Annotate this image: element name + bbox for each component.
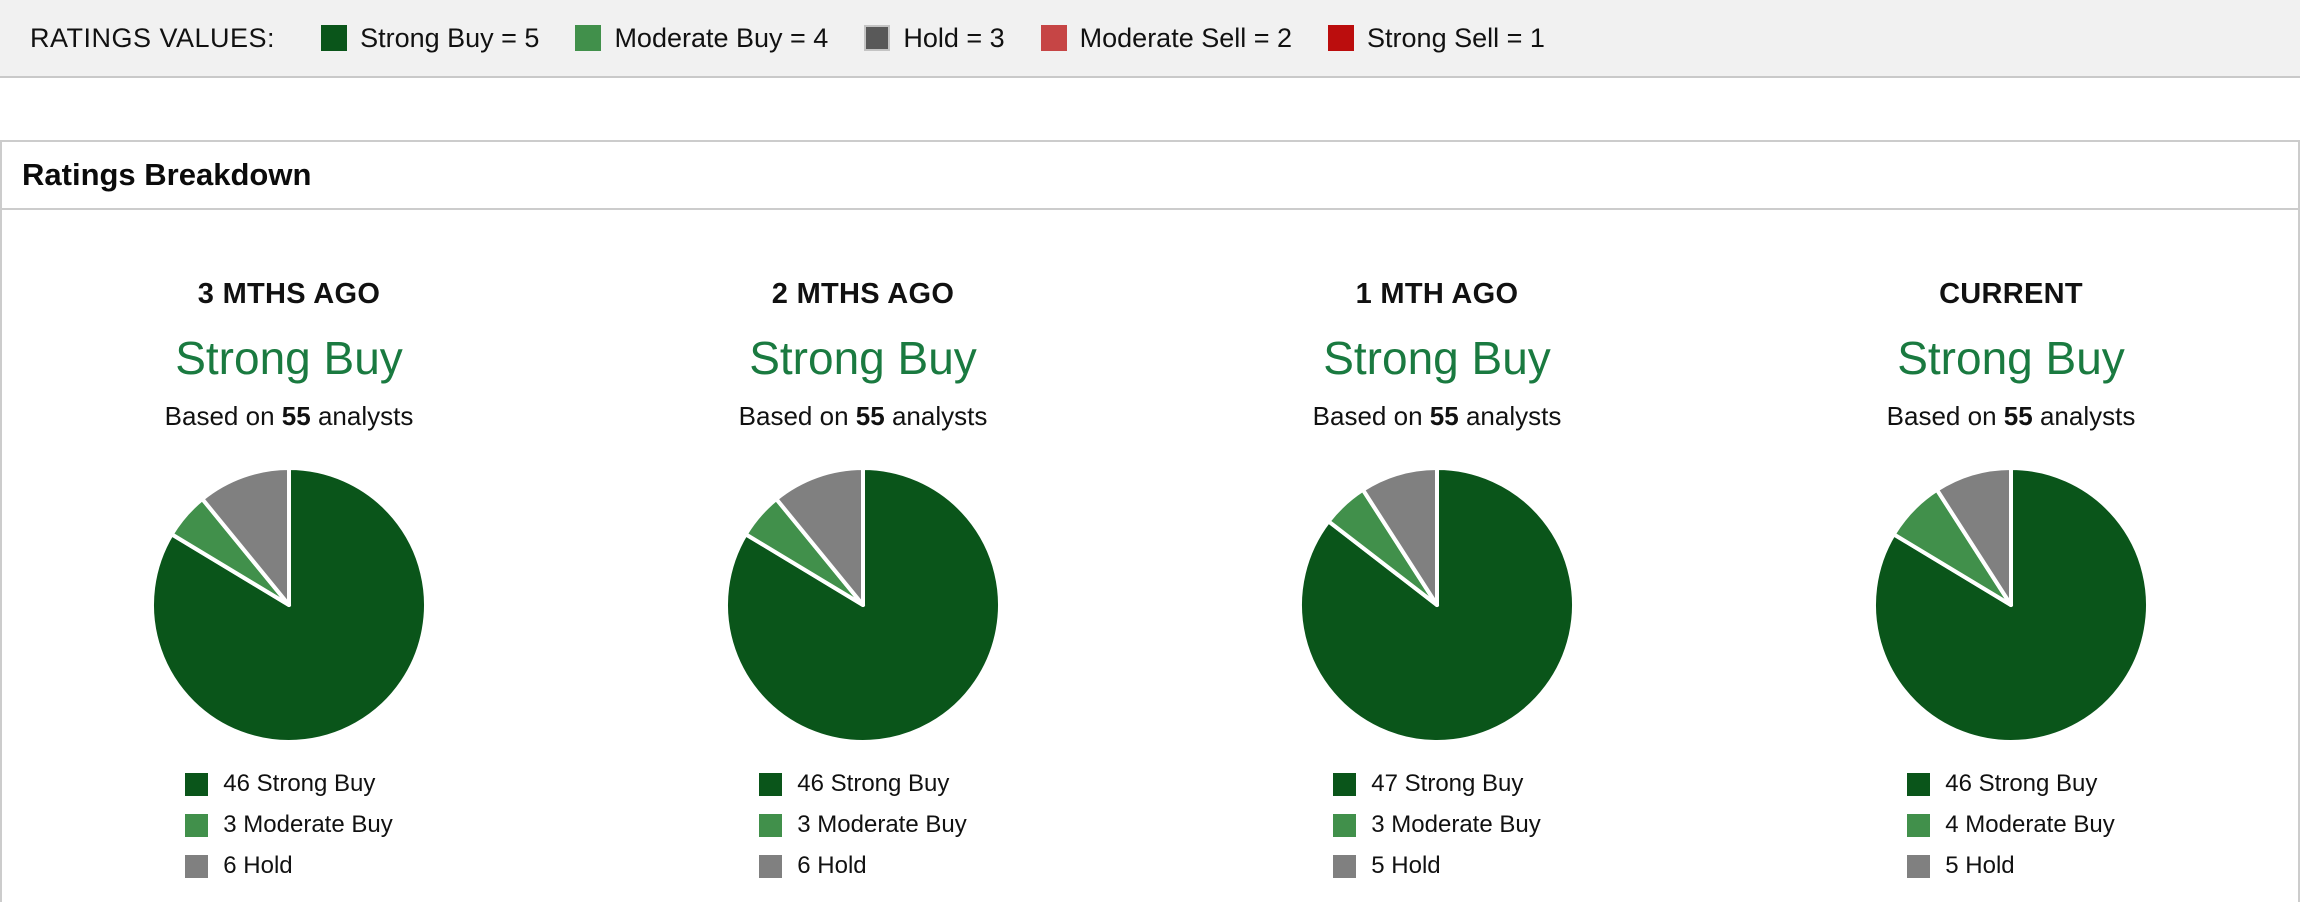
pie-slice-hold xyxy=(1360,466,1439,607)
pie-legend: 46 Strong Buy 3 Moderate Buy 6 Hold xyxy=(185,770,393,893)
rating-value-label: Moderate Buy = 4 xyxy=(614,22,829,53)
pie-slice-hold xyxy=(774,466,865,607)
based-on-prefix: Based on xyxy=(1886,401,1997,431)
rating-color-swatch xyxy=(321,25,348,51)
pie-slice-hold xyxy=(200,466,291,607)
rating-color-swatch xyxy=(1328,25,1355,51)
legend-swatch xyxy=(1333,813,1357,837)
ratings-columns: 3 MTHS AGO Strong Buy Based on 55 analys… xyxy=(2,210,2298,893)
ratings-value-item: Strong Buy = 5 xyxy=(321,23,539,54)
legend-swatch xyxy=(185,772,209,796)
analyst-count: 55 xyxy=(1429,401,1459,431)
ratings-values-bar: RATINGS VALUES: Strong Buy = 5 Moderate B… xyxy=(0,0,2300,78)
rating-color-swatch xyxy=(1040,25,1067,51)
legend-swatch xyxy=(759,854,783,878)
rating-period-column: 1 MTH AGO Strong Buy Based on 55 analyst… xyxy=(1150,278,1724,893)
legend-swatch xyxy=(185,813,209,837)
legend-label: 46 Strong Buy xyxy=(1945,770,2098,797)
based-on-suffix: analysts xyxy=(2039,401,2136,431)
analyst-count-line: Based on 55 analysts xyxy=(739,401,988,432)
panel-header: Ratings Breakdown xyxy=(2,142,2298,210)
rating-value-label: Moderate Sell = 2 xyxy=(1079,22,1293,53)
rating-color-swatch xyxy=(864,25,891,51)
legend-item: 5 Hold xyxy=(1333,852,1441,880)
ratings-pie-chart xyxy=(150,466,428,744)
analyst-count: 55 xyxy=(855,401,885,431)
ratings-value-item: Moderate Buy = 4 xyxy=(575,23,828,54)
legend-label: 5 Hold xyxy=(1945,852,2015,879)
based-on-prefix: Based on xyxy=(1312,401,1423,431)
legend-item: 3 Moderate Buy xyxy=(185,811,393,839)
based-on-suffix: analysts xyxy=(317,401,414,431)
based-on-suffix: analysts xyxy=(891,401,988,431)
legend-item: 4 Moderate Buy xyxy=(1907,811,2115,839)
legend-swatch xyxy=(185,854,209,878)
ratings-value-item: Strong Sell = 1 xyxy=(1328,23,1545,54)
spacer xyxy=(0,78,2300,140)
legend-item: 46 Strong Buy xyxy=(185,770,375,798)
legend-swatch xyxy=(1907,772,1931,796)
rating-value-label: Hold = 3 xyxy=(903,22,1005,53)
consensus-rating: Strong Buy xyxy=(1323,332,1551,384)
consensus-rating: Strong Buy xyxy=(749,332,977,384)
legend-item: 46 Strong Buy xyxy=(759,770,949,798)
ratings-values-legend: Strong Buy = 5 Moderate Buy = 4 Hold = 3 Mo… xyxy=(321,23,1581,54)
pie-legend: 46 Strong Buy 3 Moderate Buy 6 Hold xyxy=(759,770,967,893)
ratings-pie-chart xyxy=(1298,466,1576,744)
ratings-pie-chart xyxy=(724,466,1002,744)
legend-label: 4 Moderate Buy xyxy=(1945,811,2115,838)
analyst-count-line: Based on 55 analysts xyxy=(1313,401,1562,432)
legend-swatch xyxy=(759,772,783,796)
based-on-prefix: Based on xyxy=(164,401,275,431)
legend-label: 3 Moderate Buy xyxy=(1371,811,1541,838)
analyst-count: 55 xyxy=(281,401,311,431)
rating-period-column: 2 MTHS AGO Strong Buy Based on 55 analys… xyxy=(576,278,1150,893)
legend-label: 6 Hold xyxy=(797,852,867,879)
pie-legend: 46 Strong Buy 4 Moderate Buy 5 Hold xyxy=(1907,770,2115,893)
pie-slice-hold xyxy=(1934,466,2013,607)
legend-item: 6 Hold xyxy=(185,852,293,880)
analyst-count-line: Based on 55 analysts xyxy=(1887,401,2136,432)
legend-label: 46 Strong Buy xyxy=(797,770,950,797)
legend-swatch xyxy=(1907,854,1931,878)
legend-swatch xyxy=(1333,772,1357,796)
legend-swatch xyxy=(759,813,783,837)
based-on-prefix: Based on xyxy=(738,401,849,431)
rating-value-label: Strong Sell = 1 xyxy=(1367,22,1545,53)
rating-color-swatch xyxy=(575,25,602,51)
ratings-pie-chart xyxy=(1872,466,2150,744)
legend-label: 46 Strong Buy xyxy=(223,770,376,797)
ratings-value-item: Hold = 3 xyxy=(864,22,1005,54)
legend-label: 47 Strong Buy xyxy=(1371,770,1524,797)
period-title: 3 MTHS AGO xyxy=(197,278,381,310)
legend-label: 3 Moderate Buy xyxy=(797,811,967,838)
legend-label: 6 Hold xyxy=(223,852,293,879)
analyst-count-line: Based on 55 analysts xyxy=(165,401,414,432)
ratings-values-label: RATINGS VALUES: xyxy=(30,22,276,53)
rating-value-label: Strong Buy = 5 xyxy=(360,22,540,53)
legend-item: 47 Strong Buy xyxy=(1333,770,1523,798)
legend-item: 5 Hold xyxy=(1907,852,2015,880)
panel-title: Ratings Breakdown xyxy=(22,157,312,192)
legend-item: 6 Hold xyxy=(759,852,867,880)
rating-period-column: CURRENT Strong Buy Based on 55 analysts … xyxy=(1724,278,2298,893)
period-title: CURRENT xyxy=(1939,278,2083,310)
based-on-suffix: analysts xyxy=(1465,401,1562,431)
legend-label: 5 Hold xyxy=(1371,852,1441,879)
legend-item: 3 Moderate Buy xyxy=(1333,811,1541,839)
analyst-count: 55 xyxy=(2003,401,2033,431)
legend-item: 46 Strong Buy xyxy=(1907,770,2097,798)
legend-swatch xyxy=(1907,813,1931,837)
legend-swatch xyxy=(1333,854,1357,878)
rating-period-column: 3 MTHS AGO Strong Buy Based on 55 analys… xyxy=(2,278,576,893)
legend-label: 3 Moderate Buy xyxy=(223,811,393,838)
consensus-rating: Strong Buy xyxy=(1897,332,2125,384)
legend-item: 3 Moderate Buy xyxy=(759,811,967,839)
period-title: 2 MTHS AGO xyxy=(771,278,955,310)
ratings-value-item: Moderate Sell = 2 xyxy=(1040,22,1293,54)
pie-legend: 47 Strong Buy 3 Moderate Buy 5 Hold xyxy=(1333,770,1541,893)
ratings-breakdown-panel: Ratings Breakdown 3 MTHS AGO Strong Buy … xyxy=(0,140,2300,902)
consensus-rating: Strong Buy xyxy=(175,332,403,384)
period-title: 1 MTH AGO xyxy=(1355,278,1519,310)
